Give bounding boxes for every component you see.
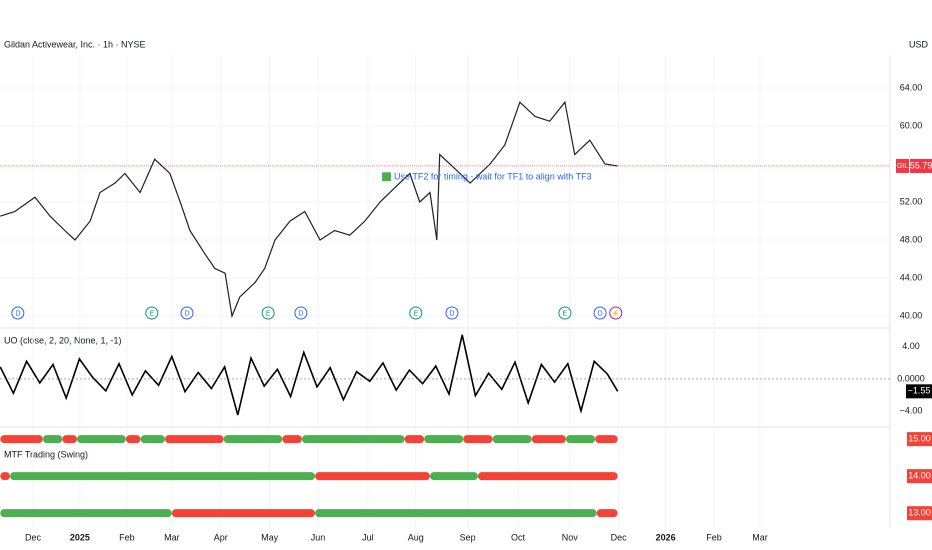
- state-segment: [404, 435, 425, 444]
- event-label: ⚡: [611, 308, 620, 317]
- row-value-box: [907, 469, 932, 484]
- state-segment: [424, 435, 464, 444]
- state-segment: [0, 472, 11, 481]
- row-value-label: 14.00: [908, 471, 931, 481]
- row-value-label: 13.00: [908, 508, 931, 518]
- x-tick-label: 2025: [70, 532, 90, 542]
- symbol-box: [896, 158, 909, 173]
- y-tick-label: 60.00: [900, 120, 923, 130]
- state-segment: [315, 509, 597, 518]
- event-label: E: [413, 310, 418, 317]
- event-label: E: [563, 310, 568, 317]
- state-segment: [429, 472, 478, 481]
- symbol-label: GIL: [897, 163, 908, 170]
- state-segment: [125, 435, 141, 444]
- event-label: E: [149, 310, 154, 317]
- x-tick-label: 2026: [656, 532, 676, 542]
- x-tick-label: May: [261, 532, 279, 542]
- y-tick-label: 48.00: [900, 234, 923, 244]
- last-value-box: [906, 384, 932, 399]
- event-marker: [445, 306, 459, 320]
- event-marker: [11, 306, 25, 320]
- state-segment: [171, 509, 316, 518]
- series-line: [0, 100, 618, 319]
- x-tick-label: Dec: [611, 532, 628, 542]
- indicator-title: MTF Trading (Swing): [4, 449, 88, 459]
- event-label: D: [184, 310, 189, 317]
- state-segment: [531, 435, 566, 444]
- y-tick-label: 40.00: [900, 310, 923, 320]
- state-segment: [477, 472, 618, 481]
- event-label: E: [266, 310, 271, 317]
- state-segment: [0, 435, 43, 444]
- currency: USD: [909, 39, 929, 49]
- x-tick-label: Apr: [214, 532, 228, 542]
- event-marker: [609, 306, 623, 320]
- row-value-box: [907, 432, 932, 447]
- state-segment: [596, 509, 618, 518]
- last-value-label: −1.55: [908, 386, 931, 396]
- annotation-icon: [382, 172, 392, 182]
- x-tick-label: Oct: [511, 532, 526, 542]
- annotation: Use TF2 for timing - wait for TF1 to ali…: [394, 172, 592, 182]
- state-segment: [10, 472, 316, 481]
- state-segment: [62, 435, 77, 444]
- state-segment: [76, 435, 126, 444]
- event-marker: [593, 306, 607, 320]
- event-marker: [145, 306, 159, 320]
- state-segment: [223, 435, 283, 444]
- last-price-box: [910, 158, 932, 173]
- series-line: [0, 334, 619, 416]
- x-tick-label: Feb: [706, 532, 722, 542]
- state-segment: [282, 435, 302, 444]
- x-tick-label: Mar: [752, 532, 768, 542]
- state-segment: [140, 435, 165, 444]
- event-marker: [180, 306, 194, 320]
- event-label: D: [15, 310, 20, 317]
- event-label: D: [598, 310, 603, 317]
- event-marker: [261, 306, 275, 320]
- x-tick-label: Aug: [408, 532, 424, 542]
- x-tick-label: Dec: [25, 532, 42, 542]
- y-tick-label: 44.00: [900, 272, 923, 282]
- event-marker: [558, 306, 572, 320]
- x-tick-label: Mar: [164, 532, 180, 542]
- state-segment: [463, 435, 493, 444]
- x-tick-label: Nov: [562, 532, 579, 542]
- y-tick-label: 4.00: [902, 341, 920, 351]
- symbol-title: Gildan Activewear, Inc. · 1h · NYSE: [4, 39, 146, 49]
- y-tick-label: −4.00: [900, 405, 923, 415]
- event-marker: [294, 306, 308, 320]
- state-segment: [0, 509, 172, 518]
- row-value-box: [907, 506, 932, 521]
- x-tick-label: Feb: [119, 532, 135, 542]
- state-segment: [164, 435, 224, 444]
- y-tick-label: 0.0000: [897, 373, 925, 383]
- state-segment: [492, 435, 532, 444]
- state-segment: [565, 435, 596, 444]
- last-price-label: 55.79: [910, 160, 932, 170]
- x-tick-label: Sep: [460, 532, 476, 542]
- state-segment: [301, 435, 405, 444]
- y-tick-label: 64.00: [900, 82, 923, 92]
- state-segment: [595, 435, 618, 444]
- x-tick-label: Jul: [362, 532, 374, 542]
- event-marker: [409, 306, 423, 320]
- event-label: D: [298, 310, 303, 317]
- indicator-title: UO (close, 2, 20, None, 1, -1): [4, 335, 122, 345]
- row-value-label: 15.00: [908, 433, 931, 443]
- state-segment: [42, 435, 63, 444]
- state-segment: [315, 472, 430, 481]
- x-tick-label: Jun: [311, 532, 326, 542]
- y-tick-label: 52.00: [900, 196, 923, 206]
- event-label: D: [449, 310, 454, 317]
